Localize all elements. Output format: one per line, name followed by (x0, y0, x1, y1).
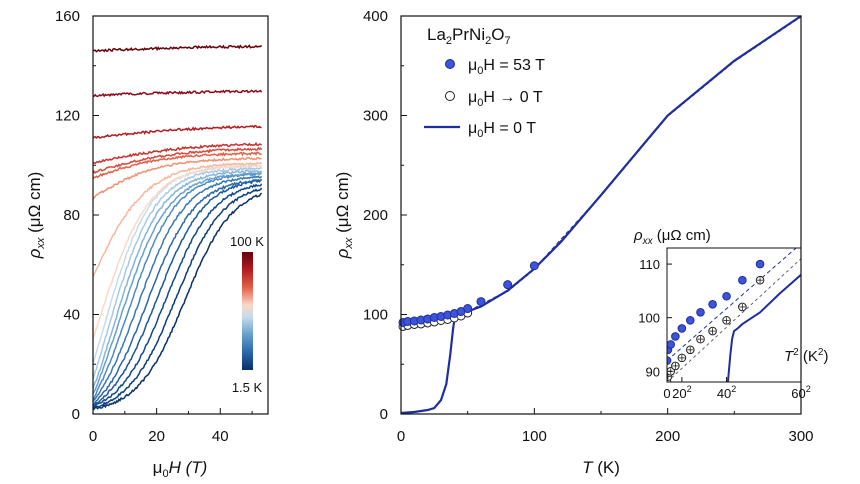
curve-25K (92, 175, 263, 403)
legend: μ0H = 53 T μ0H → 0 T μ0H = 0 T (424, 57, 545, 140)
right-x-axis-label: T (K) (582, 458, 620, 477)
point-53T (463, 304, 473, 314)
inset-y-tick-label: 110 (639, 257, 660, 272)
inset-point-53T (738, 275, 747, 285)
inset-point-53T (696, 308, 705, 317)
inset-x-tick-label: 202 (672, 384, 691, 401)
right-y-tick-label: 200 (363, 207, 388, 224)
left-curves (92, 44, 263, 411)
inset-ticks: 0 202 402 602 90 100 110 (638, 257, 810, 401)
inset-point-53T (755, 259, 765, 269)
legend-label-53T: μ0H = 53 T (468, 57, 545, 77)
left-x-axis-label: μ0H (T) (153, 458, 208, 480)
curve-38K (92, 169, 263, 390)
inset-curves (667, 248, 801, 382)
left-y-tick-label: 40 (63, 307, 80, 324)
inset-x-axis-label: T2 (K2) (784, 347, 828, 365)
left-y-tick-label: 0 (72, 406, 80, 423)
inset-x-tick-label: 602 (791, 384, 810, 401)
right-panel: 0 100 200 300 0 100 200 300 400 La2PrNi2O7 μ0H =… (333, 8, 828, 477)
left-y-axis-label: ρxx (μΩ cm) (25, 172, 47, 260)
left-panel: 0 20 40 0 40 80 120 160 100 K 1.5 K μ0H (T) (25, 8, 269, 480)
colorbar-top-label: 100 K (230, 234, 264, 249)
series-line-0T (400, 15, 802, 415)
left-y-tick-label: 160 (55, 8, 80, 25)
right-x-tick-label: 100 (522, 428, 547, 445)
curve-50K (92, 156, 262, 200)
inset-fit-0T (667, 258, 801, 382)
right-x-tick-label: 0 (397, 428, 405, 445)
inset-y-axis-label: ρxx (μΩ cm) (633, 227, 711, 247)
curve-65K (92, 146, 263, 174)
right-y-axis-label: ρxx (μΩ cm) (333, 172, 355, 260)
left-ticks: 0 20 40 0 40 80 120 160 (55, 8, 253, 445)
inset-point-53T (708, 299, 717, 309)
inset-fit-53T (667, 248, 797, 361)
right-y-tick-label: 0 (380, 406, 388, 423)
right-curves (398, 15, 802, 415)
inset-axes-frame (666, 247, 802, 383)
inset-plot-area (667, 248, 801, 382)
curve-44K (92, 164, 263, 339)
right-y-tick-label: 300 (363, 108, 388, 125)
curve-100K (92, 44, 263, 53)
curve-5K (92, 187, 263, 409)
legend-label-0T: μ0H = 0 T (468, 120, 536, 140)
left-y-tick-label: 120 (55, 108, 80, 125)
right-axes-frame (400, 15, 802, 415)
inset-line-0T (726, 274, 801, 382)
left-x-tick-label: 0 (89, 428, 97, 445)
right-ticks: 0 100 200 300 0 100 200 300 400 (363, 8, 814, 445)
right-x-tick-label: 200 (655, 428, 680, 445)
left-y-tick-label: 80 (63, 207, 80, 224)
point-53T (476, 297, 486, 307)
inset-y-tick-label: 100 (638, 311, 660, 326)
right-x-tick-label: 300 (788, 428, 813, 445)
curve-10K (92, 183, 263, 408)
colorbar: 100 K 1.5 K (230, 234, 264, 395)
inset-x-tick-label: 0 (663, 386, 670, 401)
curve-60K (92, 151, 262, 180)
curve-1.5K (92, 192, 263, 411)
colorbar-bottom-label: 1.5 K (232, 380, 263, 395)
left-x-tick-label: 40 (212, 428, 229, 445)
right-y-tick-label: 400 (363, 8, 388, 25)
curve-40K (92, 166, 262, 379)
inset-point-53T (667, 340, 676, 349)
legend-label-0T-extrap: μ0H → 0 T (468, 89, 543, 109)
curve-90K (92, 89, 263, 98)
left-x-tick-label: 20 (148, 428, 165, 445)
legend-marker-53T (445, 59, 455, 69)
inset-point-53T (685, 316, 695, 325)
curve-15K (92, 179, 262, 407)
point-53T (529, 261, 539, 271)
colorbar-gradient (242, 252, 253, 370)
right-title: La2PrNi2O7 (427, 25, 511, 47)
curve-80K (92, 124, 262, 140)
inset-y-tick-label: 90 (646, 364, 660, 379)
inset: 0 202 402 602 90 100 110 ρxx (μΩ cm) T2 (K2) (633, 227, 828, 401)
inset-point-53T (677, 324, 687, 333)
legend-marker-0T-extrap (445, 91, 455, 101)
right-y-tick-label: 100 (363, 307, 388, 324)
curve-46K (92, 161, 263, 277)
inset-x-tick-label: 402 (717, 384, 736, 401)
curve-20K (92, 178, 263, 406)
inset-point-53T (671, 332, 680, 341)
curve-30K (92, 172, 262, 400)
inset-point-53T (722, 291, 731, 301)
curve-70K (92, 141, 263, 165)
curve-35K (92, 171, 262, 395)
point-53T (503, 280, 513, 290)
